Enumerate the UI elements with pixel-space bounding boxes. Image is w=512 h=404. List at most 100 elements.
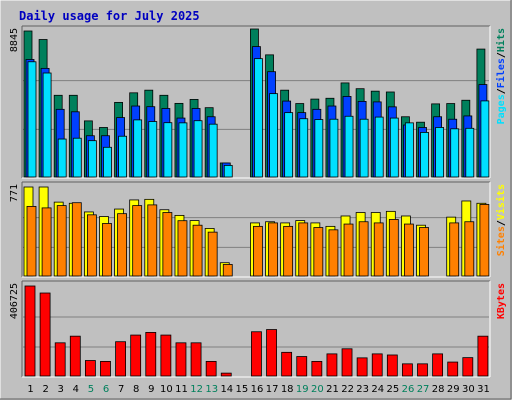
x-tick-label: 6 [103, 384, 109, 395]
legend-separator: / [496, 220, 507, 226]
chart-panels: 8845Pages/Files/Hits771Sites/Visits40672… [9, 25, 507, 378]
bar-kbytes-day-30 [462, 357, 474, 377]
x-tick-label: 12 [190, 384, 203, 395]
bar-pages-day-13 [208, 123, 218, 178]
bar-pages-day-1 [27, 61, 37, 178]
legend-hits: Hits [495, 28, 507, 52]
bar-kbytes-day-6 [100, 360, 111, 377]
legend: Pages/Files/Hits [495, 28, 507, 124]
bar-kbytes-day-9 [145, 332, 157, 377]
bar-kbytes-day-21 [326, 353, 338, 377]
x-tick-label: 8 [133, 384, 139, 395]
x-tick-label: 25 [387, 384, 400, 395]
bar-sites-day-10 [162, 212, 173, 277]
x-tick-label: 20 [311, 384, 324, 395]
bar-pages-day-30 [465, 127, 475, 178]
panel-3: 406725 KBytes [9, 280, 507, 378]
bar-kbytes-day-25 [386, 354, 398, 377]
x-tick-label: 26 [402, 384, 415, 395]
bar-sites-day-22 [343, 223, 354, 277]
bar-kbytes-day-29 [447, 361, 459, 377]
bar-kbytes-day-17 [266, 329, 277, 377]
bar-kbytes-day-14 [220, 372, 232, 377]
bar-pages-day-25 [389, 117, 399, 178]
x-axis-labels: 1 2 3 4 5 6 7 8 9 10 11 12 13 14 15 16 17 18 19 20 21 22 23 24 2… [27, 384, 489, 395]
bar-sites-day-27 [419, 227, 429, 277]
x-tick-label: 13 [205, 384, 218, 395]
bar-pages-day-20 [314, 119, 324, 178]
bar-kbytes-day-4 [69, 335, 81, 377]
x-tick-label: 18 [281, 384, 294, 395]
x-tick-label: 17 [266, 384, 279, 395]
x-tick-label: 15 [236, 384, 249, 395]
x-tick-label: 29 [447, 384, 460, 395]
y-max-label: 406725 [9, 283, 20, 319]
bar-sites-day-9 [147, 204, 158, 277]
bar-pages-day-22 [344, 115, 354, 178]
x-tick-label: 31 [477, 384, 490, 395]
bar-sites-day-29 [449, 222, 460, 277]
x-tick-label: 23 [356, 384, 369, 395]
bar-pages-day-7 [118, 135, 127, 178]
bar-pages-day-23 [359, 118, 369, 178]
bar-kbytes-day-1 [24, 285, 36, 377]
x-tick-label: 1 [27, 384, 33, 395]
bar-sites-day-18 [283, 225, 294, 277]
legend-sites: Sites [495, 226, 507, 256]
legend-separator: / [496, 88, 507, 94]
legend-pages: Pages [496, 94, 507, 124]
bar-sites-day-1 [26, 205, 37, 277]
x-tick-label: 10 [160, 384, 173, 395]
bar-pages-day-29 [450, 128, 460, 178]
bar-kbytes-day-20 [311, 360, 323, 377]
x-tick-label: 27 [417, 384, 430, 395]
bar-sites-day-26 [404, 223, 414, 277]
bar-sites-day-13 [207, 231, 218, 277]
bar-pages-day-27 [420, 132, 429, 178]
bar-pages-day-11 [178, 122, 188, 178]
bar-sites-day-5 [86, 214, 97, 277]
y-max-label: 771 [9, 184, 20, 202]
bar-kbytes-day-12 [190, 342, 202, 377]
bar-kbytes-day-7 [115, 341, 126, 377]
bar-pages-day-6 [103, 146, 112, 178]
bar-pages-day-14 [223, 165, 233, 178]
bar-pages-day-5 [87, 140, 97, 178]
bar-sites-day-14 [222, 264, 233, 277]
x-tick-label: 24 [371, 384, 384, 395]
x-tick-label: 30 [462, 384, 475, 395]
bar-kbytes-day-31 [477, 335, 489, 377]
bar-sites-day-4 [71, 202, 82, 277]
x-tick-label: 19 [296, 384, 309, 395]
bar-pages-day-9 [148, 121, 158, 178]
bar-sites-day-12 [192, 224, 203, 277]
legend-files: Files [495, 58, 507, 88]
legend-kbytes: KBytes [496, 283, 507, 319]
bar-kbytes-day-18 [281, 351, 293, 377]
bar-kbytes-day-23 [356, 357, 368, 377]
x-tick-label: 11 [175, 384, 188, 395]
x-tick-label: 2 [42, 384, 48, 395]
x-tick-label: 28 [432, 384, 445, 395]
bar-kbytes-day-28 [432, 353, 444, 377]
bar-sites-day-19 [298, 222, 309, 277]
bar-kbytes-day-16 [251, 331, 262, 377]
bar-sites-day-23 [358, 221, 369, 277]
bar-kbytes-day-19 [296, 356, 308, 377]
bar-kbytes-day-3 [54, 342, 66, 377]
y-max-label: 8845 [9, 28, 20, 52]
x-tick-label: 7 [118, 384, 124, 395]
x-tick-label: 16 [251, 384, 264, 395]
bar-pages-day-28 [435, 127, 445, 178]
bar-pages-day-21 [329, 118, 339, 178]
bar-sites-day-8 [132, 205, 143, 277]
bar-kbytes-day-27 [417, 363, 428, 377]
bar-pages-day-16 [254, 58, 263, 178]
x-tick-label: 4 [73, 384, 79, 395]
legend-visits: Visits [495, 184, 507, 220]
bar-sites-day-7 [117, 213, 127, 277]
bar-kbytes-day-10 [160, 334, 172, 377]
